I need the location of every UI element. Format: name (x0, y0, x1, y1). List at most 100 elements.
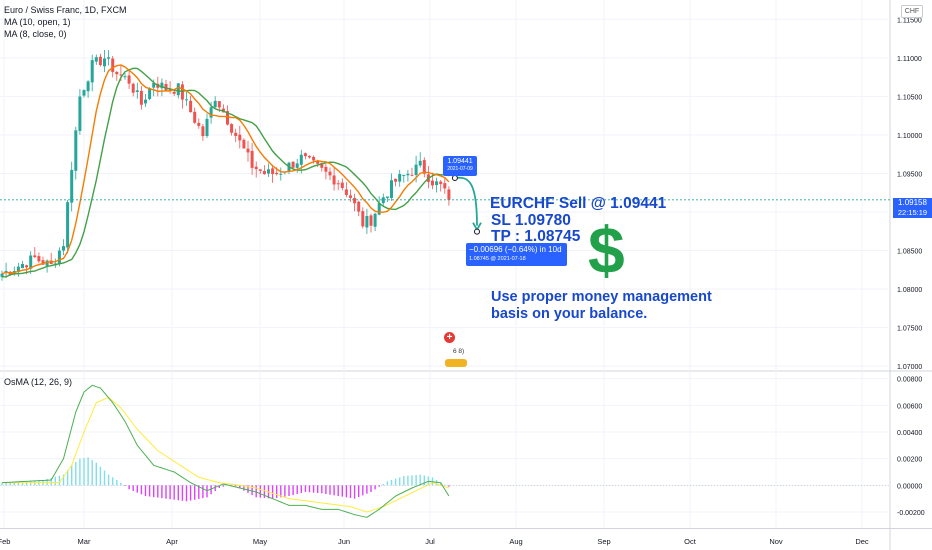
candle-body (238, 134, 242, 141)
price-tick-label: 1.11500 (897, 17, 922, 24)
time-tick-label: Sep (597, 537, 610, 546)
candle-body (447, 189, 451, 200)
currency-label[interactable]: CHF (901, 5, 923, 18)
osma-tick-label: 0.00800 (897, 377, 922, 384)
chart-title: Euro / Swiss Franc, 1D, FXCM (4, 5, 127, 15)
candle-body (299, 154, 303, 165)
entry-point[interactable] (451, 174, 458, 181)
time-tick-label: May (253, 537, 267, 546)
candle-body (217, 101, 221, 108)
entry-date: 2021-07-09 (447, 166, 473, 172)
broker-logo-icon (445, 359, 467, 367)
candle-body (320, 163, 324, 168)
candle-body (131, 83, 135, 93)
candle-body (33, 255, 37, 258)
osma-tick-label: 0.00000 (897, 483, 922, 490)
price-tick-label: 1.07500 (897, 326, 922, 333)
measure-change: −0.00696 (−0.64%) in 10d (469, 245, 562, 254)
candle-body (250, 150, 254, 168)
candle-body (312, 156, 316, 161)
candle-body (16, 266, 20, 273)
events-count: 6 8) (453, 348, 465, 355)
price-tick-label: 1.07000 (897, 364, 922, 371)
candle-body (418, 160, 422, 166)
candle-body (144, 99, 147, 104)
entry-price-badge[interactable]: 1.09441 2021-07-09 (443, 156, 477, 176)
candle-body (316, 160, 320, 164)
candle-body (291, 161, 295, 168)
stop-loss-line: SL 1.09780 (491, 212, 571, 229)
candle-body (94, 57, 98, 62)
candle-body (262, 170, 266, 175)
candle-body (209, 107, 213, 118)
candle-body (168, 89, 172, 91)
candle-body (230, 124, 234, 133)
candle-body (349, 195, 352, 198)
candle-body (398, 173, 402, 182)
candle-body (193, 111, 197, 123)
candle-body (172, 91, 176, 94)
candle-body (365, 215, 369, 228)
candle-body (189, 100, 193, 113)
candle-body (213, 100, 217, 108)
time-tick-label: Jun (338, 537, 350, 546)
money-management-note-line2: basis on your balance. (491, 306, 648, 322)
candle-body (164, 84, 168, 91)
osma-tick-label: 0.00600 (897, 403, 922, 410)
target-point[interactable] (474, 228, 480, 235)
candle-body (25, 265, 29, 268)
candle-body (324, 166, 328, 172)
candle-body (57, 250, 61, 265)
candle-body (86, 81, 90, 92)
measure-label[interactable]: −0.00696 (−0.64%) in 10d 1.08745 @ 2021-… (466, 243, 567, 266)
candle-body (66, 202, 70, 248)
last-price-tag: 1.09158 22:15:19 (893, 198, 932, 218)
candle-body (431, 180, 434, 186)
candle-body (390, 180, 393, 198)
candle-body (357, 201, 361, 212)
candle-body (234, 132, 238, 136)
candle-body (201, 126, 205, 137)
candle-body (197, 122, 201, 126)
candle-body (267, 169, 270, 174)
price-tick-label: 1.08000 (897, 287, 922, 294)
candle-body (377, 203, 381, 215)
time-tick-label: Apr (166, 537, 178, 546)
candle-body (336, 183, 340, 185)
entry-price: 1.09441 (447, 158, 473, 165)
price-tick-label: 1.10000 (897, 133, 922, 140)
candle-body (439, 181, 443, 185)
candle-body (303, 153, 307, 157)
candle-body (45, 260, 49, 266)
forecast-arrow (454, 176, 478, 226)
price-tick-label: 1.09500 (897, 171, 922, 178)
events-marker[interactable]: + 6 8) (441, 331, 481, 369)
candle-body (139, 90, 143, 105)
candle-body (176, 83, 180, 96)
candle-body (385, 196, 389, 198)
candle-body (103, 58, 106, 67)
candle-body (258, 169, 262, 171)
candle-body (62, 246, 65, 251)
time-tick-label: Feb (0, 537, 10, 546)
candle-body (226, 111, 229, 125)
signal-line (2, 396, 450, 513)
candle-body (119, 74, 123, 76)
candle-body (308, 156, 311, 158)
candle-body (135, 90, 139, 92)
candle-body (123, 76, 127, 78)
candle-body (41, 260, 45, 265)
osma-legend: OsMA (12, 26, 9) (4, 377, 73, 387)
candle-body (340, 182, 344, 189)
time-tick-label: Nov (769, 537, 783, 546)
candle-body (246, 148, 250, 153)
time-tick-label: Oct (684, 537, 697, 546)
price-tick-label: 1.11000 (897, 56, 922, 63)
candle-body (435, 181, 439, 186)
trade-signal-line: EURCHF Sell @ 1.09441 (490, 195, 667, 212)
last-price: 1.09158 (898, 198, 927, 207)
price-tick-label: 1.08500 (897, 249, 922, 256)
candle-body (74, 130, 78, 171)
candle-body (443, 183, 447, 189)
